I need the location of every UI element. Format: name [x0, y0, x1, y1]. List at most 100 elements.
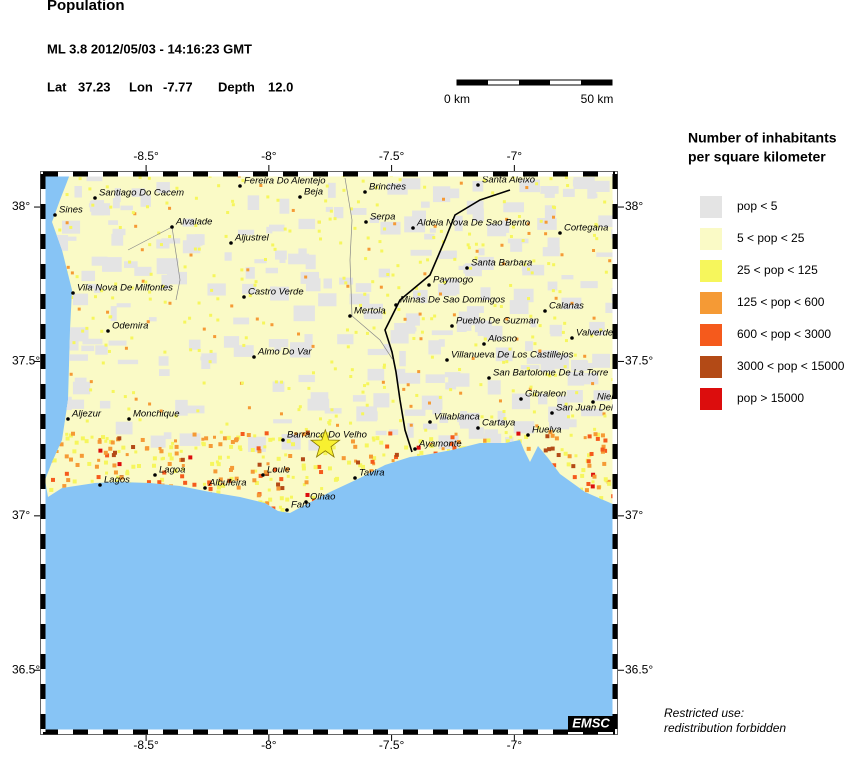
pop-cell — [397, 308, 401, 312]
pop-cell — [341, 456, 346, 461]
pop-cell — [325, 184, 329, 188]
pop-cell — [167, 452, 172, 457]
scale-label: 0 km — [444, 92, 470, 106]
pop-cell — [226, 435, 231, 440]
pop-cell — [97, 439, 102, 444]
pop-cell — [111, 233, 124, 246]
pop-cell — [247, 195, 260, 210]
pop-cell — [509, 300, 529, 315]
pop-cell — [254, 280, 258, 284]
pop-cell — [169, 445, 174, 450]
pop-cell — [359, 303, 363, 307]
pop-cell — [304, 275, 308, 279]
pop-cell — [263, 445, 267, 449]
pop-cell — [74, 440, 79, 445]
pop-cell — [382, 363, 386, 367]
pop-cell — [558, 290, 562, 294]
town-dot — [558, 231, 562, 235]
pop-cell — [374, 186, 378, 190]
pop-cell — [213, 469, 218, 474]
pop-cell — [538, 349, 542, 353]
pop-cell — [333, 206, 344, 219]
pop-cell — [215, 460, 219, 464]
pop-cell — [244, 336, 248, 340]
pop-cell — [505, 439, 510, 444]
pop-cell — [136, 464, 141, 469]
pop-cell — [438, 395, 442, 399]
pop-cell — [490, 415, 494, 419]
pop-cell — [607, 481, 612, 486]
pop-cell — [72, 341, 76, 345]
pop-cell — [446, 449, 450, 453]
pop-cell — [484, 429, 498, 436]
town-label: Loule — [267, 465, 290, 476]
pop-cell — [593, 390, 611, 402]
pop-cell — [216, 297, 220, 301]
pop-cell — [159, 449, 164, 454]
pop-cell — [264, 258, 268, 262]
pop-cell — [301, 463, 306, 468]
pop-cell — [402, 387, 406, 391]
pop-cell — [319, 470, 324, 475]
frame-outline — [40, 171, 618, 735]
pop-cell — [571, 414, 575, 418]
pop-cell — [445, 382, 457, 390]
pop-cell — [405, 313, 420, 326]
town-dot — [364, 220, 368, 224]
pop-cell — [65, 432, 69, 436]
pop-cell — [418, 439, 423, 444]
pop-cell — [81, 345, 95, 352]
pop-cell — [301, 432, 306, 437]
pop-cell — [276, 198, 280, 202]
pop-cell — [474, 242, 478, 246]
pop-cell — [216, 462, 221, 467]
pop-cell — [483, 438, 488, 443]
pop-cell — [186, 234, 203, 246]
pop-cell — [111, 389, 115, 393]
pop-cell — [71, 431, 76, 436]
pop-cell — [197, 348, 201, 352]
pop-cell — [369, 469, 374, 474]
town-dot — [543, 309, 547, 313]
pop-cell — [188, 316, 192, 320]
town-label: Santiago Do Cacem — [99, 188, 184, 199]
pop-cell — [278, 505, 282, 509]
pop-cell — [561, 275, 574, 280]
lon-tick-label: -7° — [507, 738, 523, 752]
pop-cell — [96, 475, 101, 480]
pop-cell — [197, 301, 201, 305]
pop-cell — [64, 399, 85, 409]
town-dot — [450, 324, 454, 328]
lon-tick-label: -7.5° — [379, 149, 405, 163]
pop-cell — [375, 203, 379, 207]
pop-cell — [66, 265, 70, 269]
pop-cell — [330, 360, 334, 364]
pop-cell — [230, 439, 235, 444]
pop-cell — [91, 203, 95, 207]
pop-cell — [288, 253, 310, 265]
pop-cell — [580, 281, 598, 289]
pop-cell — [229, 476, 234, 481]
pop-cell — [574, 454, 578, 458]
pop-cell — [233, 345, 254, 357]
pop-cell — [511, 225, 515, 229]
pop-cell — [452, 313, 456, 317]
pop-cell — [151, 463, 156, 468]
pop-cell — [163, 432, 172, 440]
pop-cell — [429, 437, 434, 442]
pop-cell — [240, 277, 244, 281]
pop-cell — [246, 268, 250, 272]
pop-cell — [393, 222, 397, 226]
pop-cell — [396, 264, 400, 268]
pop-cell — [188, 339, 201, 350]
pop-cell — [507, 238, 529, 244]
pop-cell — [219, 430, 223, 434]
town-dot — [66, 417, 70, 421]
pop-cell — [572, 179, 594, 187]
pop-cell — [105, 185, 109, 189]
pop-cell — [69, 372, 73, 376]
pop-cell — [285, 497, 290, 502]
legend-label: pop < 5 — [737, 199, 778, 213]
pop-cell — [252, 478, 257, 483]
pop-cell — [304, 334, 313, 350]
